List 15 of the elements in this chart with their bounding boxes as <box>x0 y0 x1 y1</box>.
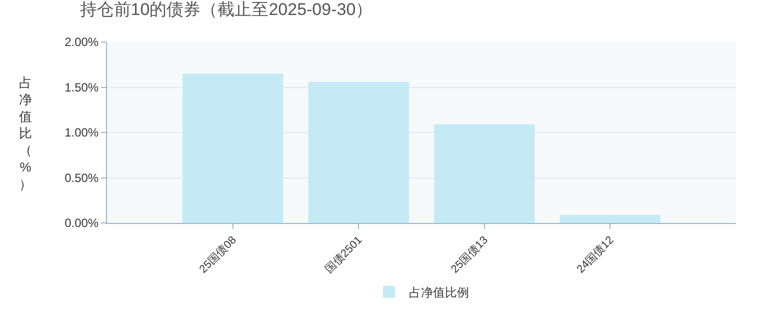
chart-title: 持仓前10的债券（截止至2025-09-30） <box>80 0 373 20</box>
bar <box>560 214 661 223</box>
y-tick-label: 2.00% <box>64 35 99 50</box>
x-tick-label: 24国债12 <box>574 234 616 276</box>
x-tick-label: 25国债08 <box>197 234 239 276</box>
bar <box>434 124 535 223</box>
bar <box>182 74 284 223</box>
y-tick-label: 0.00% <box>64 216 99 230</box>
y-tick-label: 1.00% <box>64 126 99 140</box>
y-tick-label: 1.50% <box>64 80 99 94</box>
y-tick-label: 0.50% <box>64 170 99 185</box>
x-tick-label: 25国债13 <box>449 234 490 276</box>
bar <box>308 82 409 223</box>
legend-label: 占净值比例 <box>409 285 469 300</box>
y-axis-title: 占净值比（%） <box>19 75 32 192</box>
